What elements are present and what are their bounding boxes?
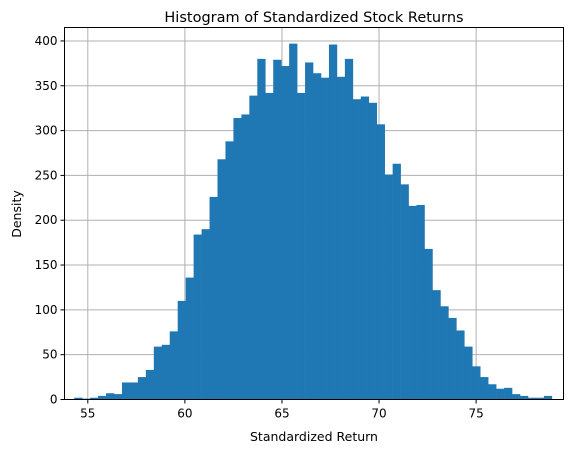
- histogram-bar: [416, 204, 425, 400]
- histogram-bar: [106, 393, 115, 400]
- y-tick-label: 200: [35, 213, 58, 227]
- histogram-bar: [352, 99, 362, 400]
- histogram-bar: [161, 344, 171, 400]
- histogram-bar: [217, 159, 226, 400]
- histogram-bar: [336, 76, 346, 400]
- y-tick-label: 0: [50, 393, 58, 407]
- x-tick-label: 60: [177, 407, 192, 421]
- histogram-bar: [384, 174, 393, 400]
- histogram-bar: [535, 397, 545, 400]
- histogram-bar: [273, 59, 282, 400]
- y-axis-label: Density: [9, 190, 24, 238]
- histogram-bar: [480, 377, 489, 400]
- y-tick-label: 100: [35, 303, 58, 317]
- histogram-bar: [241, 114, 250, 400]
- histogram-bar: [504, 387, 513, 400]
- histogram-bar: [129, 382, 139, 400]
- histogram-bar: [320, 77, 330, 400]
- histogram-bar: [249, 95, 258, 400]
- histogram-bar: [193, 234, 202, 400]
- histogram-bar: [313, 73, 322, 400]
- y-tick-label: 250: [35, 168, 58, 182]
- y-tick-label: 400: [35, 34, 58, 48]
- histogram-bar: [543, 395, 553, 400]
- histogram-bar: [527, 397, 537, 400]
- histogram-bar: [201, 229, 210, 400]
- histogram-bar: [472, 366, 481, 400]
- x-tick-label: 55: [80, 407, 95, 421]
- histogram-bars: [74, 43, 553, 400]
- histogram-bar: [496, 388, 505, 400]
- y-tick-label: 50: [42, 348, 57, 362]
- histogram-bar: [360, 96, 370, 400]
- histogram-bar: [424, 248, 433, 400]
- x-tick-label: 75: [468, 407, 483, 421]
- histogram-bar: [281, 66, 290, 400]
- histogram-bar: [137, 377, 147, 400]
- x-axis-ticks: 55 60 65 70 75: [80, 399, 484, 421]
- histogram-bar: [512, 394, 521, 400]
- histogram-bar: [392, 163, 401, 400]
- histogram-bar: [185, 277, 194, 400]
- plot-frame: [64, 27, 564, 400]
- histogram-bar: [90, 397, 99, 400]
- histogram-bar: [456, 330, 465, 400]
- y-tick-label: 350: [35, 79, 58, 93]
- histogram-bar: [448, 317, 457, 400]
- histogram-bar: [289, 43, 298, 400]
- histogram-bar: [114, 394, 123, 400]
- histogram-bar: [376, 124, 385, 400]
- histogram-bar: [520, 395, 529, 400]
- histogram-bar: [344, 58, 354, 400]
- histogram-bar: [440, 306, 449, 400]
- y-axis-ticks: 0 50 100 150 200 250 300 350 400: [35, 34, 65, 407]
- histogram-bar: [265, 92, 274, 400]
- histogram-bar: [488, 384, 497, 400]
- histogram-bar: [209, 196, 218, 400]
- histogram-bar: [368, 102, 378, 400]
- histogram-bar: [297, 92, 306, 400]
- x-tick-label: 70: [371, 407, 386, 421]
- histogram-bar: [464, 346, 473, 400]
- x-axis-label: Standardized Return: [250, 429, 378, 444]
- histogram-bar: [400, 184, 409, 400]
- histogram-bar: [177, 300, 186, 400]
- chart-title: Histogram of Standardized Stock Returns: [164, 10, 463, 26]
- x-tick-label: 65: [274, 407, 289, 421]
- histogram-bar: [328, 44, 338, 400]
- histogram-bar: [121, 382, 131, 400]
- histogram-bar: [153, 346, 163, 400]
- histogram-bar: [257, 58, 266, 400]
- histogram-bar: [145, 369, 155, 400]
- histogram-bar: [233, 118, 242, 400]
- histogram-bar: [225, 141, 234, 400]
- histogram-bar: [432, 290, 441, 400]
- histogram-bar: [98, 395, 107, 400]
- histogram-bar: [305, 62, 314, 400]
- y-tick-label: 150: [35, 258, 58, 272]
- histogram-bar: [408, 205, 417, 400]
- histogram-bar: [74, 397, 83, 400]
- y-tick-label: 300: [35, 124, 58, 138]
- histogram-bar: [169, 331, 178, 400]
